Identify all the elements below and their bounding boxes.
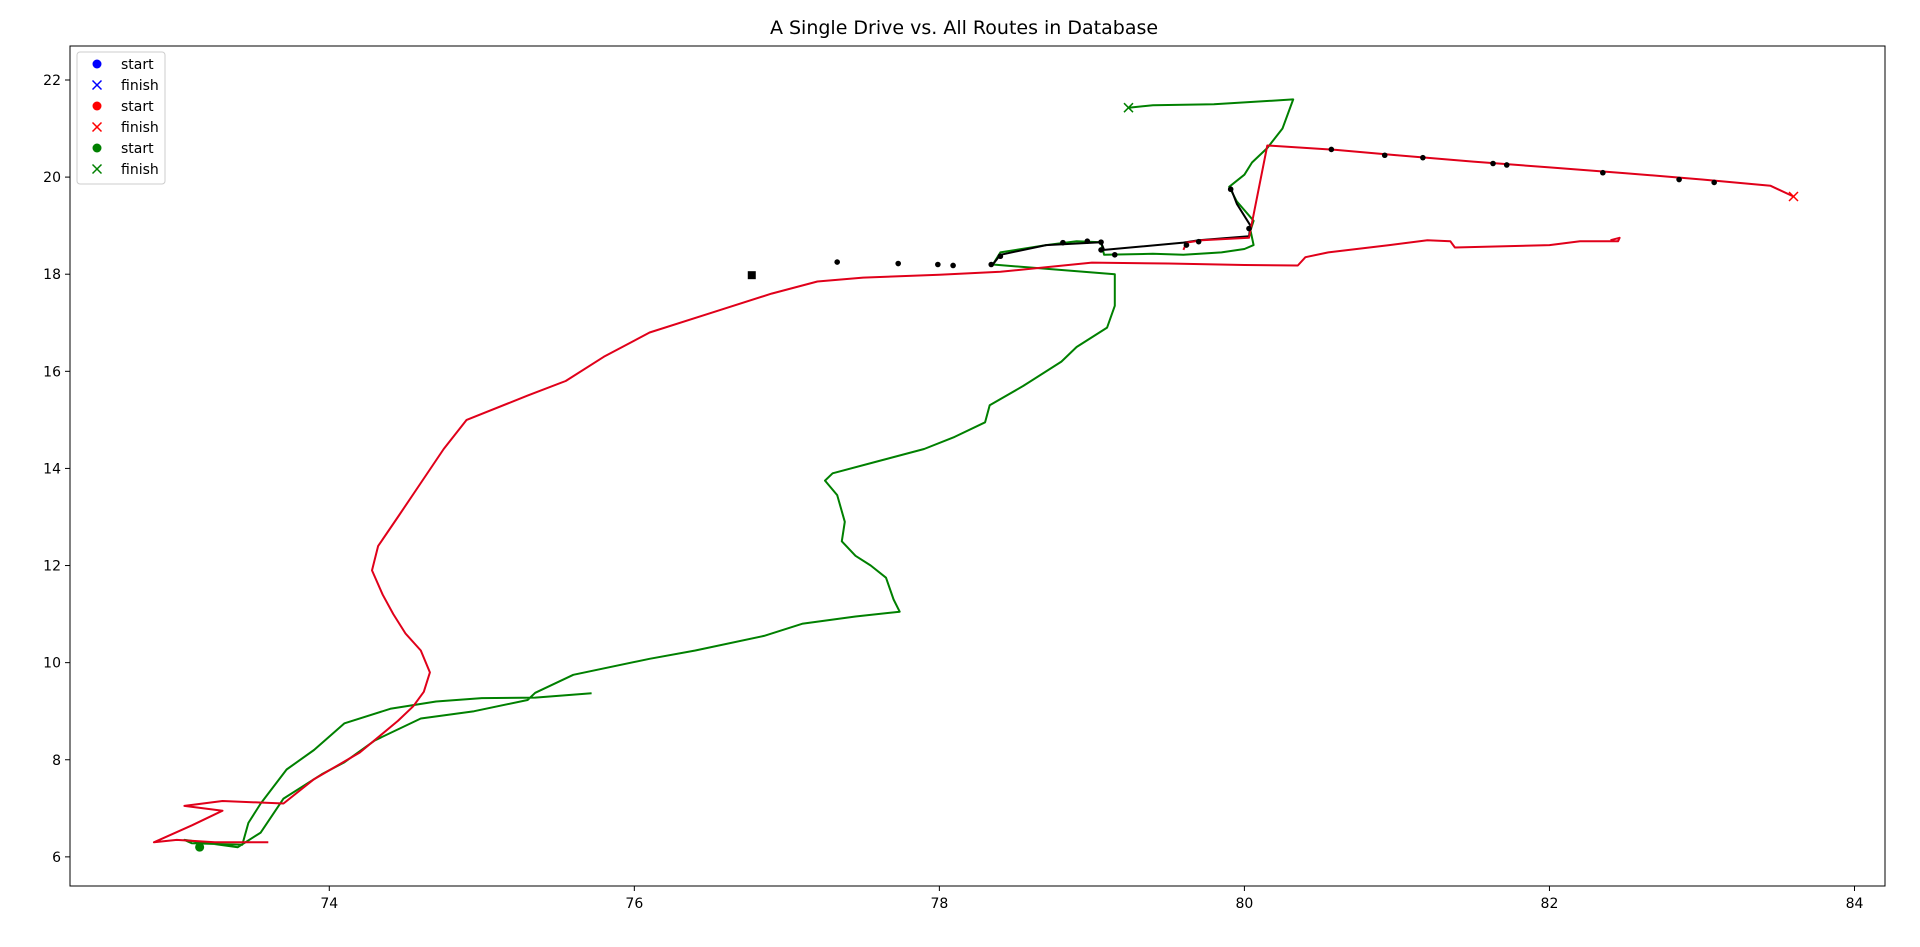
waypoint-5 [988, 261, 995, 268]
waypoint-22 [1676, 176, 1682, 183]
y-tick-label: 18 [43, 267, 61, 283]
waypoint-8 [1084, 238, 1091, 244]
legend-entry: start [92, 99, 154, 115]
start-marker-1 [195, 842, 205, 852]
legend-marker-circle [92, 101, 102, 111]
waypoint-20 [1503, 162, 1510, 168]
legend-entry: start [92, 141, 154, 157]
series-line-3 [152, 236, 1621, 844]
waypoint-18 [1420, 154, 1426, 161]
x-tick-label: 80 [1235, 896, 1253, 912]
waypoint-2 [895, 260, 901, 267]
legend-marker-circle [92, 59, 102, 69]
series-line-1 [183, 98, 1295, 849]
y-tick-label: 22 [43, 73, 61, 89]
marker-layer [195, 102, 1799, 852]
x-tick-label: 76 [625, 896, 643, 912]
waypoint-1 [834, 259, 840, 265]
waypoint-6 [997, 253, 1004, 260]
plot-frame [69, 45, 1886, 887]
legend-marker-x [91, 121, 103, 133]
chart-title: A Single Drive vs. All Routes in Databas… [770, 17, 1158, 39]
series-line-4 [1182, 144, 1794, 251]
waypoint-21 [1600, 169, 1606, 176]
waypoint-23 [1711, 179, 1717, 186]
legend-marker-x [91, 79, 103, 91]
waypoint-13 [1195, 238, 1202, 245]
y-axis: 6 8 10 12 14 16 18 20 22 [43, 73, 70, 866]
waypoint-10 [1098, 247, 1104, 253]
legend-marker-circle [92, 143, 102, 153]
legend-entry: start [92, 57, 154, 73]
legend-label: finish [121, 162, 159, 178]
legend-label: finish [121, 120, 159, 136]
waypoint-11 [1111, 251, 1118, 258]
x-tick-label: 84 [1846, 896, 1864, 912]
waypoint-12 [1183, 242, 1190, 248]
waypoint-4 [950, 262, 956, 269]
plot-area: 74 76 78 80 82 84 6 8 10 12 14 16 18 20 22 [43, 45, 1886, 912]
series-line-2 [992, 187, 1252, 266]
y-tick-label: 16 [43, 364, 61, 380]
y-tick-label: 6 [52, 850, 61, 866]
waypoint-15 [1227, 186, 1234, 193]
waypoint-9 [1098, 239, 1104, 245]
x-axis: 74 76 78 80 82 84 [320, 886, 1863, 912]
legend: start finish start finish start finish [76, 51, 166, 185]
legend-entry: finish [91, 120, 159, 136]
legend-label: start [121, 99, 154, 115]
y-tick-label: 20 [43, 170, 61, 186]
series-layer [152, 98, 1794, 849]
y-tick-label: 12 [43, 559, 61, 575]
x-tick-label: 82 [1541, 896, 1559, 912]
legend-entry: finish [91, 162, 159, 178]
waypoint-16 [1328, 146, 1335, 153]
y-tick-label: 8 [52, 753, 61, 769]
waypoint-19 [1490, 160, 1496, 167]
legend-entry: finish [91, 78, 159, 94]
square-marker-4 [747, 271, 756, 280]
x-tick-label: 78 [930, 896, 948, 912]
y-tick-label: 14 [43, 461, 61, 477]
waypoint-14 [1246, 225, 1252, 232]
waypoint-3 [935, 261, 941, 268]
finish-marker-3 [1788, 191, 1799, 202]
x-tick-label: 74 [320, 896, 338, 912]
y-tick-label: 10 [43, 656, 61, 672]
finish-marker-2 [1123, 102, 1134, 113]
waypoint-17 [1381, 152, 1388, 159]
waypoint-7 [1060, 239, 1066, 246]
legend-marker-x [91, 163, 103, 175]
legend-label: start [121, 57, 154, 73]
legend-label: start [121, 141, 154, 157]
legend-label: finish [121, 78, 159, 94]
